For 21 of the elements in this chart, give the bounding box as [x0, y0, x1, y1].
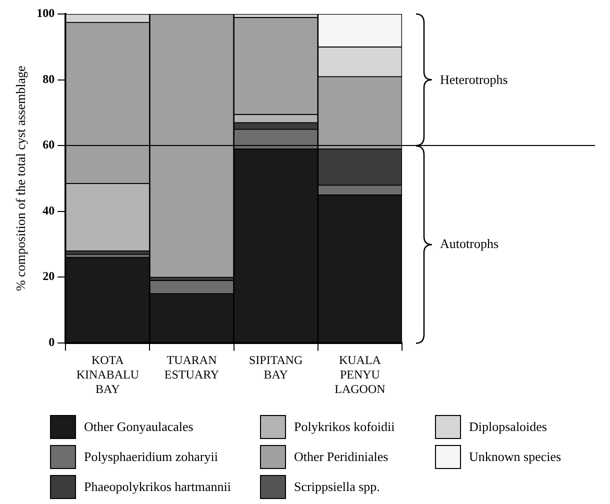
- legend-label: Diplopsaloides: [469, 419, 547, 435]
- legend-label: Other Gonyaulacales: [84, 419, 194, 435]
- legend-label: Polykrikos kofoidii: [294, 419, 395, 435]
- y-axis-title: % composition of the total cyst assemblage: [13, 66, 28, 292]
- y-tick-label: 20: [42, 269, 55, 284]
- legend-label: Unknown species: [469, 449, 562, 465]
- x-tick-label: TUARAN ESTUARY: [164, 353, 220, 382]
- y-tick-label: 0: [48, 334, 55, 349]
- text: Heterotrophs: [440, 72, 508, 88]
- legend-label: Polysphaeridium zoharyii: [84, 449, 218, 465]
- legend-label: Scrippsiella spp.: [294, 479, 380, 495]
- y-tick-label: 80: [42, 72, 55, 86]
- x-tick-label: KOTA KINABALU BAY: [76, 353, 140, 396]
- y-tick-label: 40: [42, 203, 55, 218]
- x-tick-label: SIPITANG BAY: [248, 353, 304, 382]
- text: Autotrophs: [440, 236, 498, 252]
- y-tick-label: 60: [42, 138, 55, 152]
- x-tick-label: KUALA PENYU LAGOON: [334, 353, 386, 396]
- y-tick-label: 100: [36, 6, 55, 20]
- legend-label: Other Peridiniales: [294, 449, 388, 465]
- legend-label: Phaeopolykrikos hartmannii: [84, 479, 231, 495]
